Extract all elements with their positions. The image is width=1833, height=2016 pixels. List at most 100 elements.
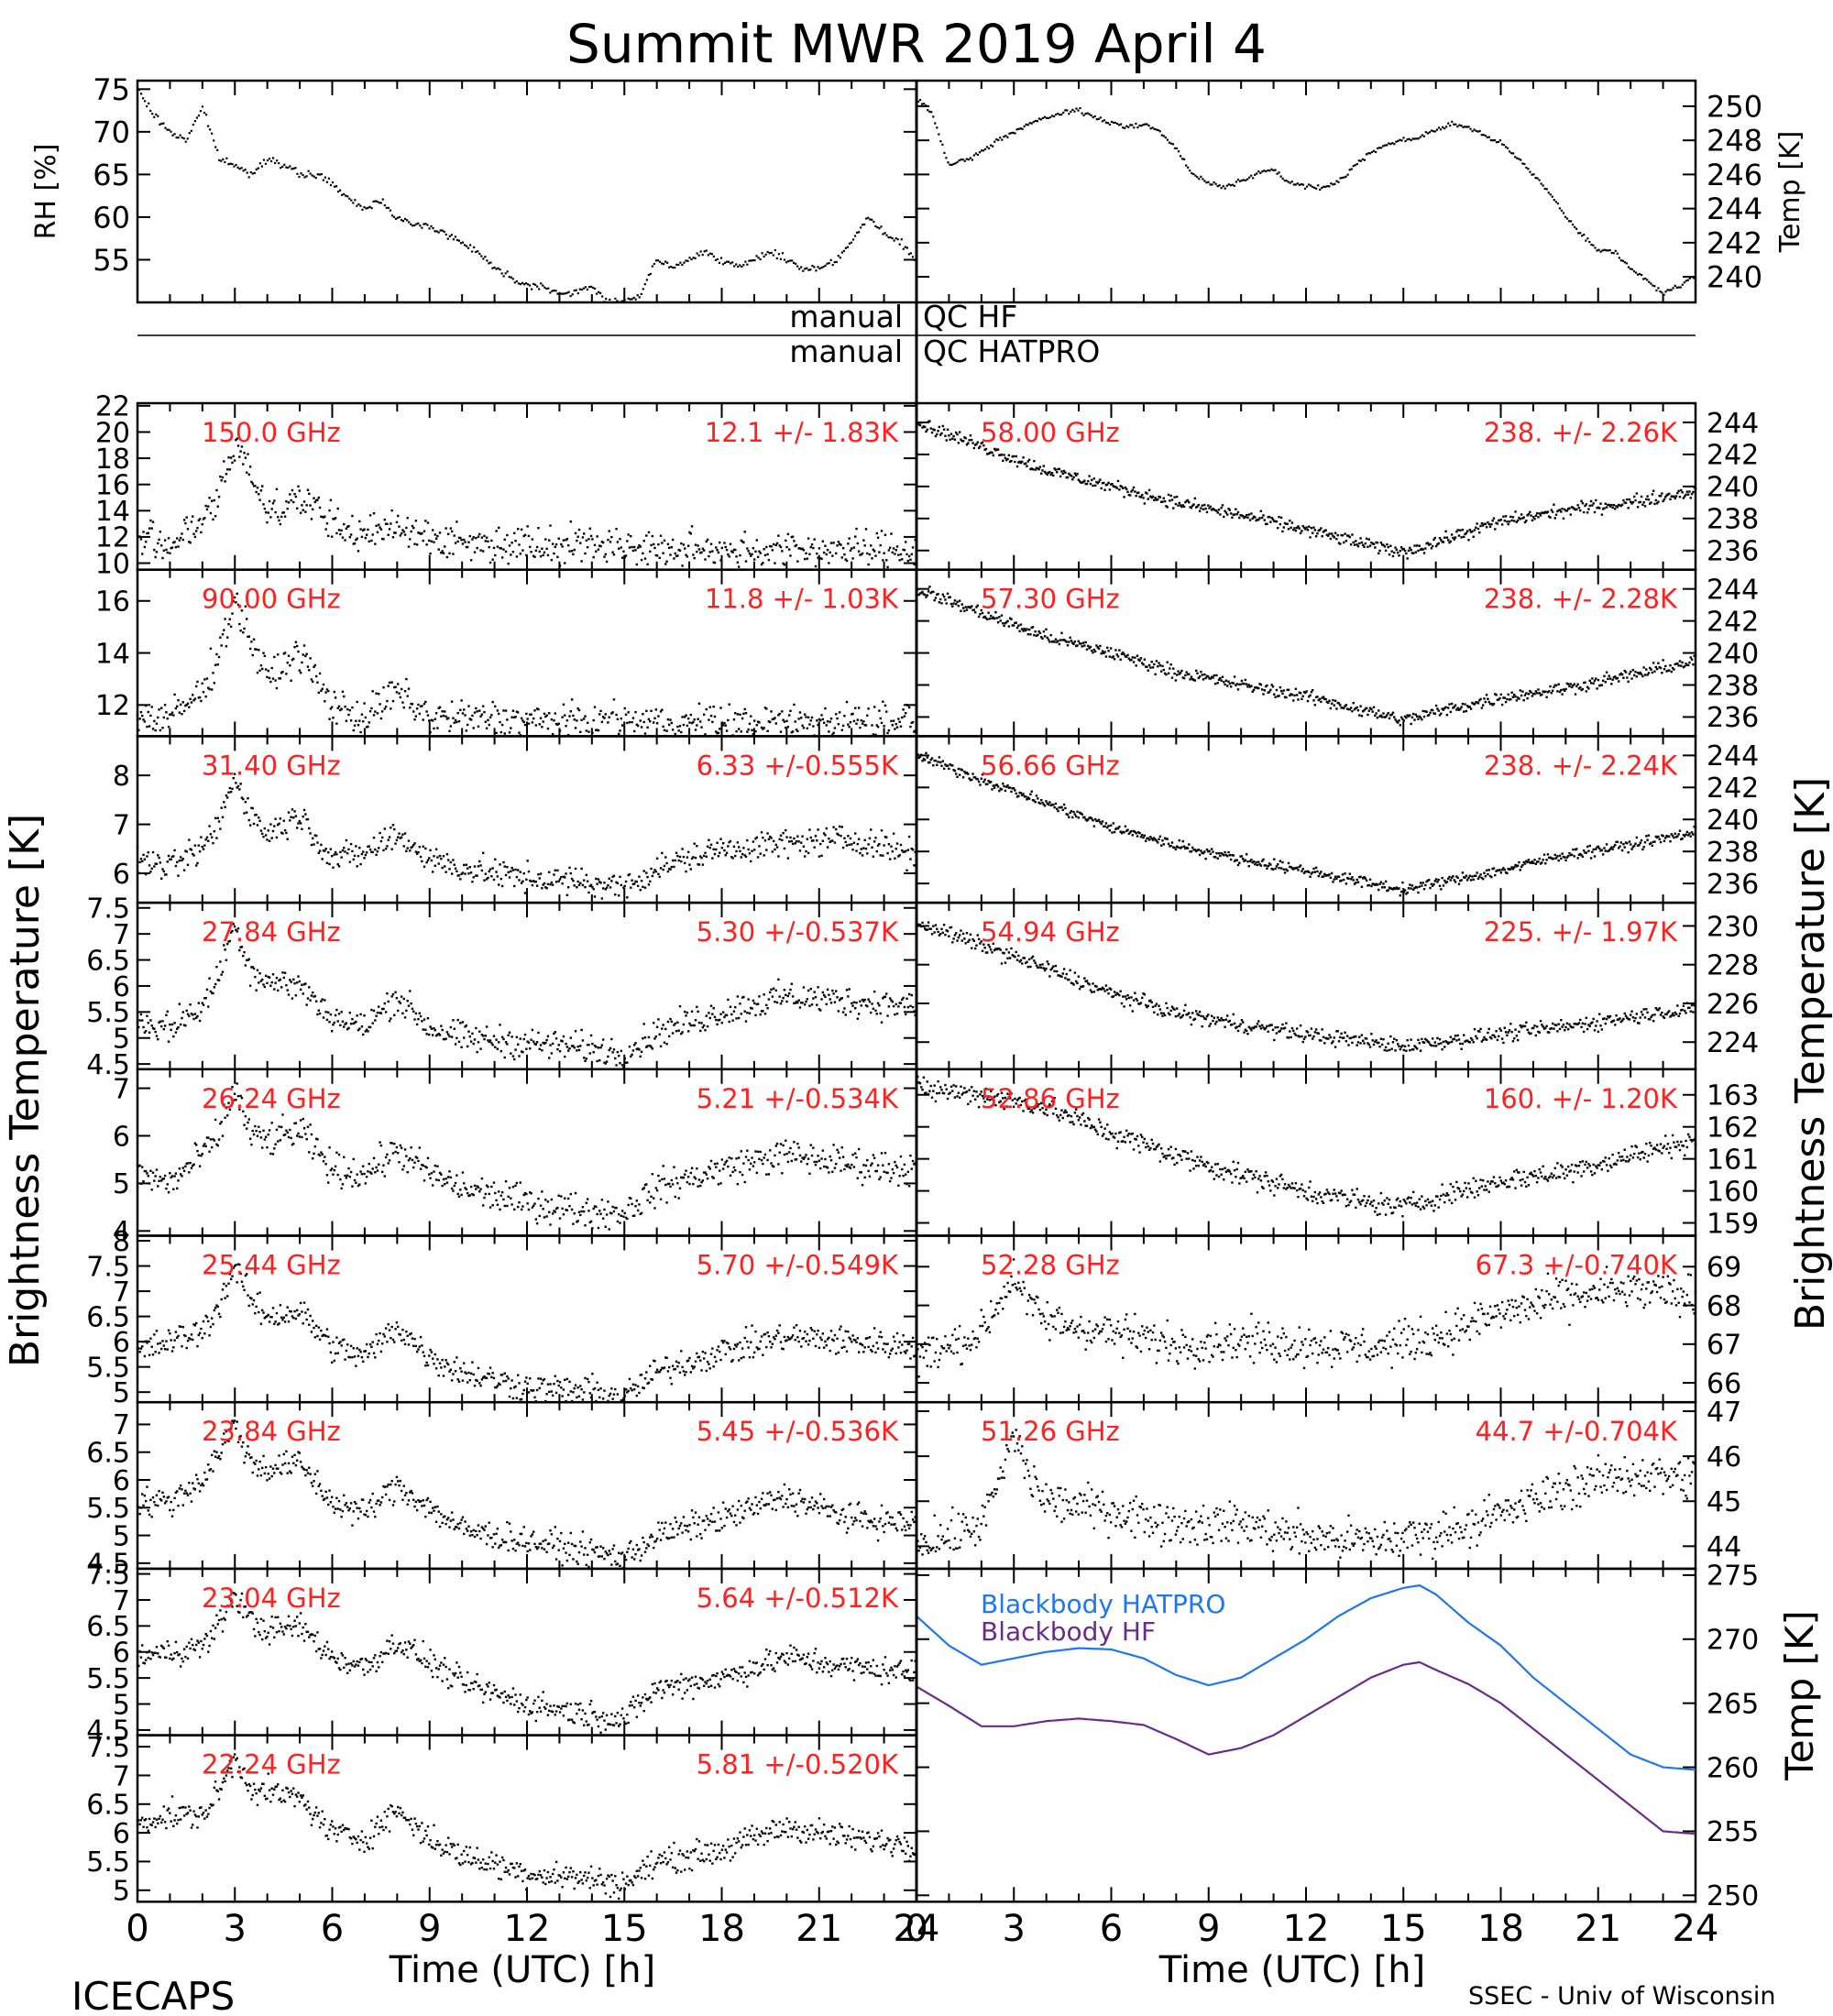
- data-point: [818, 1159, 821, 1162]
- data-point: [190, 129, 192, 132]
- data-point: [449, 725, 453, 728]
- data-point: [355, 1364, 357, 1367]
- data-point: [444, 1365, 446, 1368]
- y-tick-label: 5.5: [86, 1352, 130, 1384]
- data-point: [662, 868, 664, 871]
- data-point: [214, 515, 217, 518]
- data-point: [620, 1064, 624, 1067]
- data-point: [843, 715, 846, 718]
- data-point: [170, 1339, 172, 1342]
- data-point: [810, 1003, 814, 1006]
- data-point: [494, 858, 497, 861]
- data-point: [761, 252, 763, 255]
- data-point: [640, 292, 642, 296]
- data-point: [801, 835, 804, 838]
- y-tick-label: 244: [1707, 192, 1762, 226]
- data-point: [550, 1052, 554, 1055]
- data-point: [391, 824, 395, 827]
- data-point: [717, 855, 720, 858]
- data-point: [666, 870, 670, 873]
- data-point: [551, 542, 554, 545]
- data-point: [507, 562, 510, 565]
- data-point: [314, 1324, 318, 1328]
- data-point: [1231, 183, 1234, 186]
- data-point: [395, 996, 399, 1000]
- data-point: [808, 1004, 811, 1007]
- data-point: [895, 1003, 897, 1006]
- data-point: [587, 1043, 590, 1046]
- data-point: [526, 1040, 529, 1043]
- data-point: [576, 886, 578, 889]
- data-point: [1419, 136, 1421, 138]
- data-point: [866, 1004, 869, 1008]
- data-point: [317, 1153, 320, 1156]
- data-point: [841, 546, 845, 550]
- data-point: [282, 976, 285, 980]
- data-point: [719, 1013, 722, 1015]
- data-point: [819, 842, 822, 846]
- data-point: [1694, 276, 1697, 279]
- data-point: [484, 540, 488, 542]
- data-point: [280, 1125, 283, 1129]
- data-point: [657, 1174, 660, 1178]
- data-point: [456, 1192, 459, 1196]
- data-point: [485, 878, 488, 881]
- data-point: [143, 1169, 147, 1173]
- data-point: [490, 539, 493, 542]
- data-point: [1634, 271, 1638, 274]
- data-point: [864, 528, 868, 531]
- data-point: [146, 855, 148, 858]
- data-point: [702, 854, 706, 858]
- data-point: [141, 97, 145, 100]
- data-point: [759, 1150, 762, 1154]
- data-point: [739, 553, 741, 557]
- data-point: [911, 546, 915, 549]
- data-point: [197, 519, 200, 522]
- data-point: [205, 508, 209, 511]
- data-point: [530, 880, 532, 882]
- data-point: [428, 1354, 431, 1357]
- data-point: [615, 527, 618, 531]
- data-point: [488, 716, 492, 719]
- data-point: [341, 690, 345, 694]
- data-point: [829, 258, 832, 261]
- data-point: [619, 875, 621, 879]
- data-point: [1637, 273, 1640, 276]
- data-point: [324, 1334, 327, 1338]
- data-point: [442, 552, 445, 554]
- data-point: [499, 268, 501, 271]
- data-point: [365, 726, 368, 729]
- data-point: [739, 264, 741, 267]
- data-point: [293, 982, 296, 985]
- data-point: [675, 263, 678, 266]
- data-point: [720, 847, 724, 849]
- data-point: [680, 730, 683, 734]
- data-point: [173, 1175, 176, 1178]
- data-point: [715, 546, 718, 549]
- data-point: [157, 115, 159, 117]
- data-point: [1257, 170, 1260, 173]
- data-point: [861, 722, 864, 725]
- data-point: [867, 216, 870, 219]
- data-point: [708, 718, 710, 721]
- data-point: [400, 1339, 403, 1342]
- data-point: [224, 480, 226, 483]
- data-point: [492, 878, 496, 882]
- data-point: [421, 226, 423, 229]
- data-point: [620, 556, 624, 559]
- data-point: [417, 1348, 420, 1351]
- data-point: [789, 836, 792, 839]
- data-point: [545, 547, 548, 551]
- data-point: [286, 1306, 289, 1309]
- data-point: [838, 711, 841, 714]
- y-tick-label: 65: [93, 158, 130, 192]
- data-point: [264, 834, 268, 837]
- data-point: [151, 1353, 155, 1356]
- data-point: [286, 507, 289, 510]
- data-point: [1473, 128, 1476, 131]
- data-point: [449, 1176, 453, 1179]
- data-point: [292, 978, 295, 981]
- data-point: [631, 720, 633, 724]
- data-point: [399, 1002, 402, 1004]
- data-point: [429, 1177, 432, 1179]
